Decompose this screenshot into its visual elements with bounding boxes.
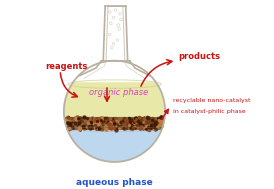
- Text: in catalyst-philic phase: in catalyst-philic phase: [173, 109, 246, 114]
- Text: reagents: reagents: [45, 62, 87, 71]
- Circle shape: [64, 61, 165, 162]
- Text: organic phase: organic phase: [89, 88, 148, 97]
- Text: products: products: [178, 52, 220, 61]
- Text: recyclable nano-catalyst: recyclable nano-catalyst: [173, 98, 250, 103]
- Polygon shape: [64, 82, 165, 117]
- Polygon shape: [65, 117, 164, 130]
- Polygon shape: [68, 130, 161, 161]
- Text: aqueous phase: aqueous phase: [76, 178, 153, 187]
- Polygon shape: [103, 6, 128, 61]
